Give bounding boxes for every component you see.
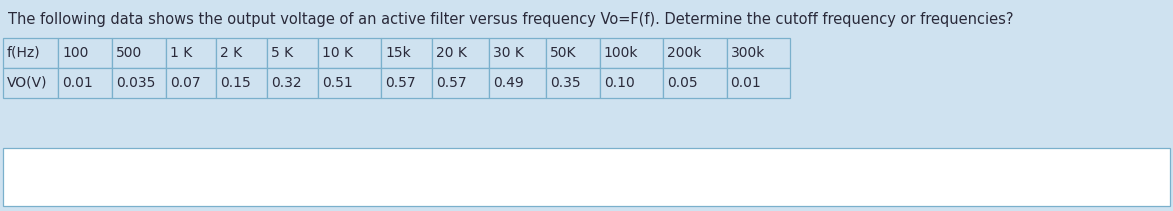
Bar <box>318 38 381 68</box>
Bar <box>599 38 663 68</box>
Text: 100k: 100k <box>604 46 638 60</box>
Text: 0.05: 0.05 <box>667 76 698 90</box>
Text: 0.57: 0.57 <box>385 76 416 90</box>
Text: VO(V): VO(V) <box>7 76 47 90</box>
Bar <box>217 38 267 68</box>
Bar <box>663 38 726 68</box>
Text: 0.01: 0.01 <box>731 76 761 90</box>
Text: 500: 500 <box>116 46 142 60</box>
Text: 0.15: 0.15 <box>221 76 251 90</box>
Bar <box>599 68 663 98</box>
Text: 0.35: 0.35 <box>550 76 581 90</box>
Text: 15k: 15k <box>385 46 411 60</box>
Bar <box>726 38 789 68</box>
Text: 0.035: 0.035 <box>116 76 155 90</box>
Text: 200k: 200k <box>667 46 701 60</box>
Text: 2 K: 2 K <box>221 46 243 60</box>
Bar <box>57 68 111 98</box>
Bar <box>111 38 165 68</box>
Bar <box>111 68 165 98</box>
Text: 1 K: 1 K <box>170 46 192 60</box>
Bar <box>267 38 318 68</box>
Bar <box>217 68 267 98</box>
Bar <box>381 38 432 68</box>
Text: 0.49: 0.49 <box>493 76 523 90</box>
Bar <box>726 68 789 98</box>
Bar <box>165 38 217 68</box>
Bar <box>663 68 726 98</box>
Text: 5 K: 5 K <box>271 46 293 60</box>
Text: 100: 100 <box>62 46 88 60</box>
Text: 30 K: 30 K <box>493 46 524 60</box>
Text: 0.51: 0.51 <box>321 76 353 90</box>
Bar <box>4 148 1169 206</box>
Text: 0.01: 0.01 <box>62 76 93 90</box>
Text: 50K: 50K <box>550 46 576 60</box>
Text: f(Hz): f(Hz) <box>7 46 41 60</box>
Bar <box>489 68 545 98</box>
Bar <box>4 68 57 98</box>
Bar <box>4 38 57 68</box>
Text: The following data shows the output voltage of an active filter versus frequency: The following data shows the output volt… <box>8 12 1013 27</box>
Bar <box>545 38 599 68</box>
Text: 10 K: 10 K <box>321 46 353 60</box>
Text: 20 K: 20 K <box>436 46 467 60</box>
Text: 0.57: 0.57 <box>436 76 467 90</box>
Bar <box>165 68 217 98</box>
Bar <box>267 68 318 98</box>
Text: 300k: 300k <box>731 46 765 60</box>
Bar <box>545 68 599 98</box>
Text: 0.07: 0.07 <box>170 76 201 90</box>
Bar <box>432 68 489 98</box>
Bar <box>318 68 381 98</box>
Text: 0.32: 0.32 <box>271 76 301 90</box>
Bar <box>489 38 545 68</box>
Bar <box>57 38 111 68</box>
Text: 0.10: 0.10 <box>604 76 635 90</box>
Bar <box>381 68 432 98</box>
Bar <box>432 38 489 68</box>
